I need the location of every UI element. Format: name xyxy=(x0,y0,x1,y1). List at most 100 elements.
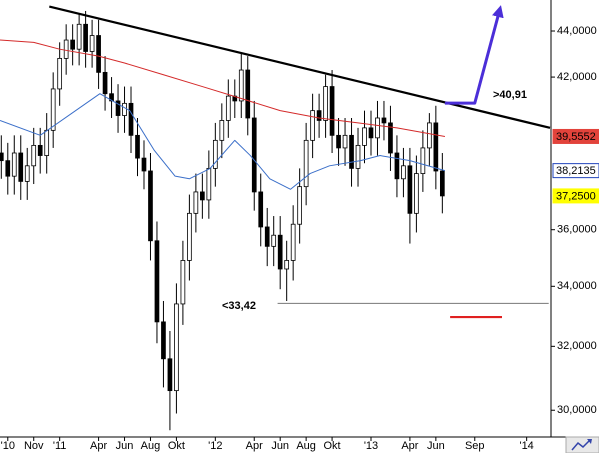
price-tag xyxy=(552,163,599,179)
candle-body xyxy=(433,122,439,172)
overlay-line xyxy=(49,5,551,129)
candle-body xyxy=(135,134,140,159)
x-tick-label: '12 xyxy=(208,440,222,452)
candle-body xyxy=(31,144,37,167)
candle-body xyxy=(323,86,328,121)
x-tick-label: Okt xyxy=(324,440,341,452)
candle-body xyxy=(439,170,445,197)
candle-body xyxy=(381,117,387,124)
candle-body xyxy=(24,165,30,182)
x-tick-label: Jun xyxy=(116,440,134,452)
candle-body xyxy=(200,191,205,201)
candle-body xyxy=(44,129,50,156)
candle-body xyxy=(102,71,108,95)
y-tick-label: 34,0000 xyxy=(557,280,597,292)
price-tag-label: 38,2135 xyxy=(556,165,596,177)
candle-body xyxy=(212,139,218,169)
x-tick-label: Jun xyxy=(271,440,289,452)
candle-body xyxy=(407,165,413,214)
y-tick-label: 42,0000 xyxy=(557,71,597,83)
candle-body xyxy=(193,191,199,214)
candle-body xyxy=(290,223,296,261)
candle-body xyxy=(342,134,348,149)
x-tick-label: Apr xyxy=(246,440,263,452)
candle-body xyxy=(70,39,75,50)
candle-body xyxy=(161,321,166,360)
candle-body xyxy=(89,35,95,52)
x-tick-label: Sep xyxy=(465,440,485,452)
candle-body xyxy=(76,23,82,50)
candle-body xyxy=(355,144,361,169)
x-tick-label: '14 xyxy=(519,440,533,452)
candle-body xyxy=(394,152,400,180)
candle-body xyxy=(115,100,121,116)
candle-body xyxy=(11,152,17,177)
x-tick-label: Okt xyxy=(168,440,185,452)
x-tick-label: Jun xyxy=(427,440,445,452)
candle-body xyxy=(238,69,244,102)
axes: 30,0000 32,0000 34,0000 36,0000 42,0000 44,00… xyxy=(1,25,597,452)
candle-body xyxy=(303,139,309,188)
x-tick-label: Nov xyxy=(24,440,44,452)
plot-area xyxy=(0,5,551,431)
candle-body xyxy=(284,260,290,270)
x-tick-label: '11 xyxy=(53,440,67,452)
candle-body xyxy=(264,226,270,247)
candle-body xyxy=(368,127,374,139)
candle-body xyxy=(187,212,192,261)
candle-body xyxy=(349,134,354,169)
candle-body xyxy=(109,93,114,102)
y-tick-label: 36,0000 xyxy=(557,224,597,236)
candle-body xyxy=(174,303,179,392)
candle-body xyxy=(251,117,257,193)
candle-body xyxy=(401,165,406,180)
candle-body xyxy=(0,152,4,162)
candle-body xyxy=(128,102,134,136)
candle-body xyxy=(219,120,225,141)
candle-body xyxy=(83,23,88,52)
candle-body xyxy=(414,173,419,214)
y-tick-label: 30,0000 xyxy=(557,404,597,416)
candle-body xyxy=(50,88,56,131)
candle-body xyxy=(388,122,393,154)
price-tag xyxy=(552,188,599,204)
candle-body xyxy=(420,147,426,174)
x-tick-label: Aug xyxy=(141,440,161,452)
candle-body xyxy=(258,191,264,228)
overlay-line xyxy=(0,39,446,137)
candle-body xyxy=(148,170,153,242)
x-tick-label: Aug xyxy=(296,440,316,452)
candle-body xyxy=(141,157,147,172)
candle-body xyxy=(271,234,277,247)
candle-body xyxy=(122,102,127,116)
price-tag-label: 37,2500 xyxy=(556,190,596,202)
overlay-line xyxy=(444,5,504,105)
corner-icon xyxy=(565,436,599,453)
candle-body xyxy=(375,117,380,139)
price-tag xyxy=(552,128,599,144)
candle-body xyxy=(362,127,367,146)
candle-body xyxy=(427,122,432,149)
candle-body xyxy=(57,57,63,90)
candle-body xyxy=(154,240,160,323)
candle-body xyxy=(336,134,341,149)
candle-body xyxy=(277,234,283,270)
price-tag-label: 39,5552 xyxy=(556,131,596,143)
candle-body xyxy=(316,110,322,121)
candle-body xyxy=(167,358,173,392)
candle-body xyxy=(310,110,315,141)
candle-body xyxy=(225,95,231,121)
x-tick-label: Apr xyxy=(90,440,107,452)
candle-body xyxy=(18,152,24,182)
candle-body xyxy=(297,186,302,225)
candle-body xyxy=(329,86,335,136)
candle-body xyxy=(206,167,212,201)
candle-body xyxy=(96,35,101,73)
candle-body xyxy=(180,260,186,305)
x-tick-label: '13 xyxy=(364,440,378,452)
candle-body xyxy=(63,39,69,59)
x-tick-label: '10 xyxy=(1,440,15,452)
y-tick-label: 44,0000 xyxy=(557,25,597,37)
annotation: <33,42 xyxy=(222,300,256,312)
